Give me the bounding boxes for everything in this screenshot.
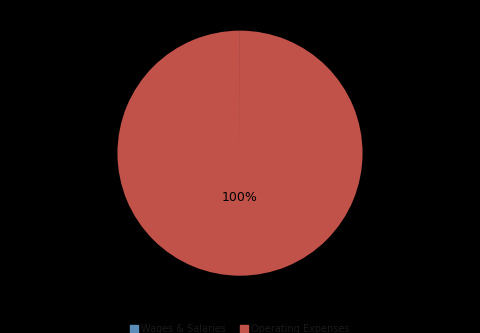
Wedge shape: [118, 31, 362, 276]
Legend: Wages & Salaries, Operating Expenses: Wages & Salaries, Operating Expenses: [126, 320, 354, 333]
Text: 100%: 100%: [222, 191, 258, 204]
